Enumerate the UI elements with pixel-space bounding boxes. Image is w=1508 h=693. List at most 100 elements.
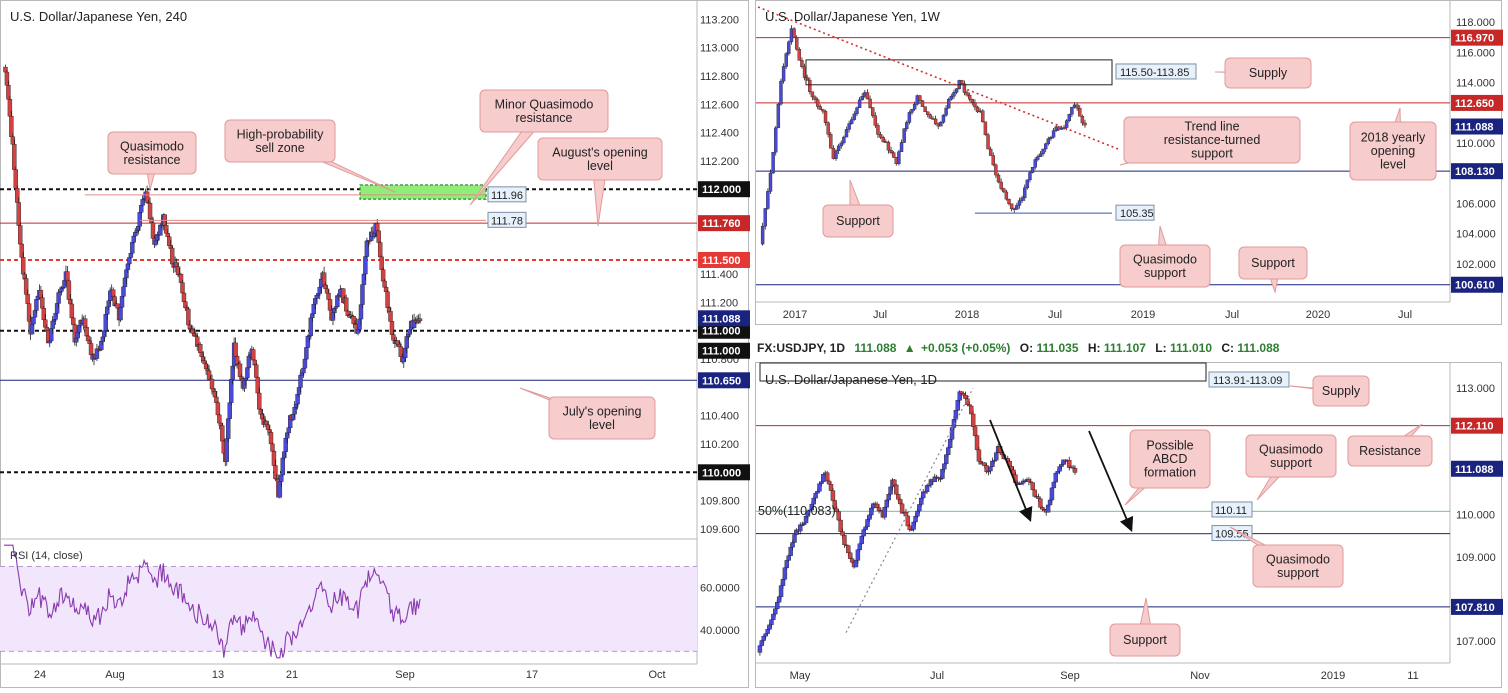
x-tick-label: Jul — [1398, 309, 1412, 321]
x-tick-label: Aug — [105, 669, 125, 681]
candle-body — [923, 106, 927, 112]
candle-body — [224, 438, 229, 462]
candle-body — [949, 95, 954, 100]
callout-text: July's opening level — [563, 404, 642, 432]
zone-price-label: 113.91-113.09 — [1213, 375, 1282, 387]
candle-body — [298, 375, 303, 388]
price-level-label: 110.000 — [702, 467, 741, 479]
price-level-label: 111.000 — [702, 346, 741, 358]
candle-body — [1030, 167, 1035, 173]
price-level-label: 112.000 — [702, 184, 741, 196]
price-level-tag — [1451, 598, 1503, 615]
candle-body — [1002, 188, 1006, 193]
callout-box — [1245, 434, 1337, 478]
candle-body — [1038, 498, 1043, 508]
candle-body — [1041, 148, 1045, 155]
candle-body — [1043, 143, 1048, 150]
candle-body — [790, 542, 795, 548]
header-high: 111.107 — [1104, 341, 1146, 355]
candle-body — [847, 123, 851, 130]
candle-body — [766, 191, 770, 209]
candle-body — [848, 552, 853, 559]
candle-body — [1025, 179, 1030, 189]
candle-body — [970, 98, 974, 103]
current-price-label: 111.088 — [1455, 122, 1494, 134]
candle-body — [986, 134, 990, 150]
candle-body — [280, 457, 286, 476]
candle-body — [821, 109, 825, 112]
h4-chart-title: U.S. Dollar/Japanese Yen, 240 — [10, 9, 187, 24]
candle-body — [981, 110, 985, 123]
candle-body — [18, 225, 23, 245]
candle-body — [128, 253, 134, 258]
candle-body — [940, 468, 945, 479]
candle-body — [792, 28, 796, 38]
callout-text: Resistance — [1359, 444, 1421, 458]
candle-body — [71, 317, 76, 325]
callout-text: Support — [836, 214, 880, 228]
candle-body — [1032, 489, 1037, 497]
price-level-tag — [698, 322, 750, 339]
header-last: 111.088 — [854, 341, 896, 355]
x-tick-label: 13 — [212, 669, 224, 681]
candle-body — [254, 364, 259, 378]
candle-body — [1036, 496, 1041, 499]
candle-body — [999, 181, 1003, 189]
candle-body — [944, 454, 949, 464]
candle-body — [1075, 104, 1079, 109]
header-change: +0.053 (+0.05%) — [921, 341, 1010, 355]
candle-body — [959, 391, 964, 394]
candle-body — [941, 114, 946, 123]
candle-body — [867, 514, 872, 520]
candle-body — [924, 485, 930, 492]
candle-body — [180, 282, 185, 294]
candle-body — [819, 481, 824, 484]
y-tick-label: 118.000 — [1456, 17, 1495, 29]
y-tick-label: 110.000 — [1456, 138, 1495, 150]
candle-body — [863, 526, 868, 530]
candle-body — [778, 585, 784, 597]
callout-box — [1252, 544, 1344, 588]
zone-price-box — [1211, 525, 1253, 542]
candle-body — [907, 525, 912, 530]
candle-body — [1030, 482, 1035, 491]
candle-body — [965, 92, 969, 96]
candle-body — [811, 497, 816, 505]
candle-body — [860, 96, 864, 101]
candle-body — [891, 152, 896, 158]
candle-body — [951, 419, 957, 428]
candle-body — [988, 148, 993, 156]
candle-body — [946, 447, 951, 455]
header-close-label: C: — [1221, 341, 1234, 355]
rsi-line — [4, 544, 421, 659]
candle-body — [994, 164, 998, 176]
y-tick-label: 110.000 — [1456, 510, 1495, 522]
candle-body — [918, 95, 922, 101]
candle-body — [868, 98, 872, 108]
candle-body — [889, 150, 893, 153]
candle-body — [1049, 136, 1053, 139]
price-level-label: 107.810 — [1455, 602, 1495, 614]
callout-box — [1129, 429, 1211, 489]
candle-body — [217, 414, 222, 424]
candle-body — [771, 613, 776, 620]
callout-box — [1119, 244, 1211, 288]
candle-body — [769, 619, 774, 626]
current-price-label: 111.088 — [1455, 464, 1494, 476]
price-level-tag — [1451, 276, 1503, 293]
x-tick-label: Sep — [1060, 670, 1080, 682]
x-tick-label: 2019 — [1131, 309, 1155, 321]
candle-body — [1067, 459, 1072, 468]
candle-body — [970, 413, 976, 427]
candle-body — [773, 608, 778, 615]
zone-price-label: 111.78 — [491, 215, 523, 227]
zone-price-box — [1115, 63, 1197, 80]
candle-body — [876, 125, 880, 135]
y-tick-label: 114.000 — [1456, 78, 1495, 90]
callout-text: Support — [1251, 256, 1295, 270]
candle-body — [1080, 116, 1085, 124]
candle-body — [1045, 504, 1051, 513]
candle-body — [974, 435, 980, 451]
candle-body — [776, 103, 781, 129]
candle-body — [894, 484, 899, 495]
